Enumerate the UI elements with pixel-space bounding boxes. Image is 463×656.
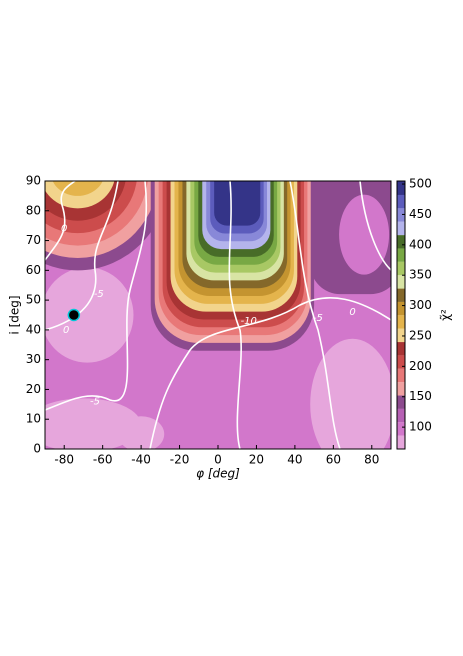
colorbar-tick-label: 150	[409, 389, 432, 403]
x-tick-label: -60	[93, 453, 113, 467]
contour-line	[45, 181, 76, 261]
contour-region	[310, 338, 391, 449]
contour-region	[214, 181, 261, 226]
colorbar-frame	[396, 180, 406, 450]
colorbar-band	[397, 275, 405, 289]
x-tick-label: 60	[326, 453, 341, 467]
contour-line	[45, 181, 148, 411]
x-tick-label: -20	[170, 453, 190, 467]
colorbar-band	[397, 355, 405, 369]
x-tick-label: 80	[364, 453, 379, 467]
colorbar-band	[397, 395, 405, 409]
colorbar-band	[397, 235, 405, 249]
x-tick-label: 40	[287, 453, 302, 467]
colorbar-tick-label: 200	[409, 359, 432, 373]
x-tick-label: 0	[214, 453, 222, 467]
x-tick-label: -40	[131, 453, 151, 467]
contour-line	[359, 181, 391, 271]
contour-region	[45, 398, 142, 449]
colorbar-band	[397, 368, 405, 383]
colorbar-band	[397, 342, 405, 356]
contour-region	[118, 416, 165, 449]
y-tick-label: 50	[26, 293, 41, 307]
contour-label: -10	[241, 316, 257, 327]
colorbar-tick-label: 250	[409, 328, 432, 342]
contour-label: 0	[349, 307, 355, 318]
contour-label: 0	[61, 224, 67, 235]
contour-label: -5	[313, 313, 323, 324]
colorbar-band	[397, 181, 405, 195]
contour-label: -5	[94, 289, 104, 300]
colorbar-band	[397, 408, 405, 423]
colorbar-tick-label: 450	[409, 207, 432, 221]
colorbar-band	[397, 315, 405, 329]
colorbar-band	[397, 248, 405, 262]
y-tick-label: 70	[26, 233, 41, 247]
contour-line	[289, 181, 341, 449]
colorbar-tick-label: 100	[409, 420, 432, 434]
y-tick-label: 60	[26, 263, 41, 277]
contour-region	[45, 267, 134, 363]
x-axis-label: φ [deg]	[196, 467, 240, 481]
colorbar-band	[397, 261, 405, 276]
plot-area: 0 -5 0 -5 -10 -5 0	[45, 181, 391, 449]
contour-region	[52, 181, 103, 196]
y-tick-label: 90	[26, 174, 41, 188]
colorbar-label: χ̃²	[439, 309, 453, 321]
y-tick-label: 80	[26, 203, 41, 217]
y-tick-label: 30	[26, 352, 41, 366]
contour-region	[339, 194, 390, 275]
x-tick-label: 20	[249, 453, 264, 467]
colorbar-band	[397, 221, 405, 236]
y-tick-label: 20	[26, 382, 41, 396]
y-tick-label: 10	[26, 412, 41, 426]
y-tick-label: 0	[33, 442, 41, 456]
contour-line	[228, 181, 242, 449]
colorbar-band	[397, 288, 405, 302]
marker	[67, 308, 81, 322]
contour-line	[149, 297, 391, 449]
contour-label: 0	[63, 325, 69, 336]
x-tick-label: -80	[54, 453, 74, 467]
colorbar-tick-label: 400	[409, 237, 432, 251]
colorbar-tick-label: 500	[409, 177, 432, 191]
colorbar-tick-label: 350	[409, 268, 432, 282]
colorbar-band	[397, 301, 405, 316]
contour-label: -5	[90, 396, 100, 407]
y-tick-label: 40	[26, 322, 41, 336]
colorbar-band	[397, 382, 405, 396]
colorbar-band	[397, 435, 405, 449]
y-axis-label: i [deg]	[8, 295, 22, 334]
colorbar-band	[397, 422, 405, 436]
colorbar-band	[397, 328, 405, 343]
colorbar-band	[397, 194, 405, 209]
colorbar-band	[397, 208, 405, 222]
contour-region	[45, 181, 115, 209]
colorbar-tick-label: 300	[409, 298, 432, 312]
